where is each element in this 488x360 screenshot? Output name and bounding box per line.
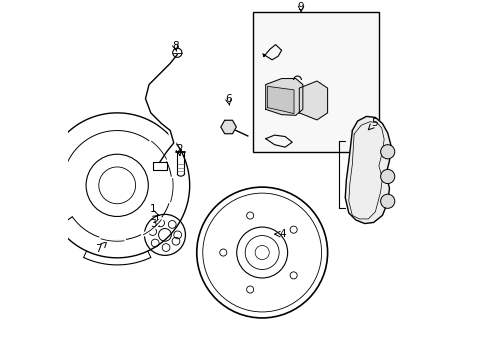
Text: 3: 3	[150, 219, 156, 229]
Polygon shape	[265, 78, 302, 115]
Circle shape	[380, 194, 394, 208]
Polygon shape	[267, 86, 293, 113]
Text: 5: 5	[370, 118, 377, 129]
Text: 2: 2	[175, 144, 182, 154]
Circle shape	[380, 170, 394, 184]
Circle shape	[380, 145, 394, 159]
Text: 9: 9	[297, 2, 304, 12]
Polygon shape	[299, 81, 327, 120]
Text: 7: 7	[95, 244, 102, 254]
Polygon shape	[221, 120, 236, 134]
Text: 4: 4	[279, 229, 285, 239]
Bar	[253, 12, 378, 152]
Text: 8: 8	[172, 41, 179, 51]
Text: 1: 1	[150, 204, 156, 215]
Text: 6: 6	[225, 94, 231, 104]
Polygon shape	[345, 116, 390, 224]
